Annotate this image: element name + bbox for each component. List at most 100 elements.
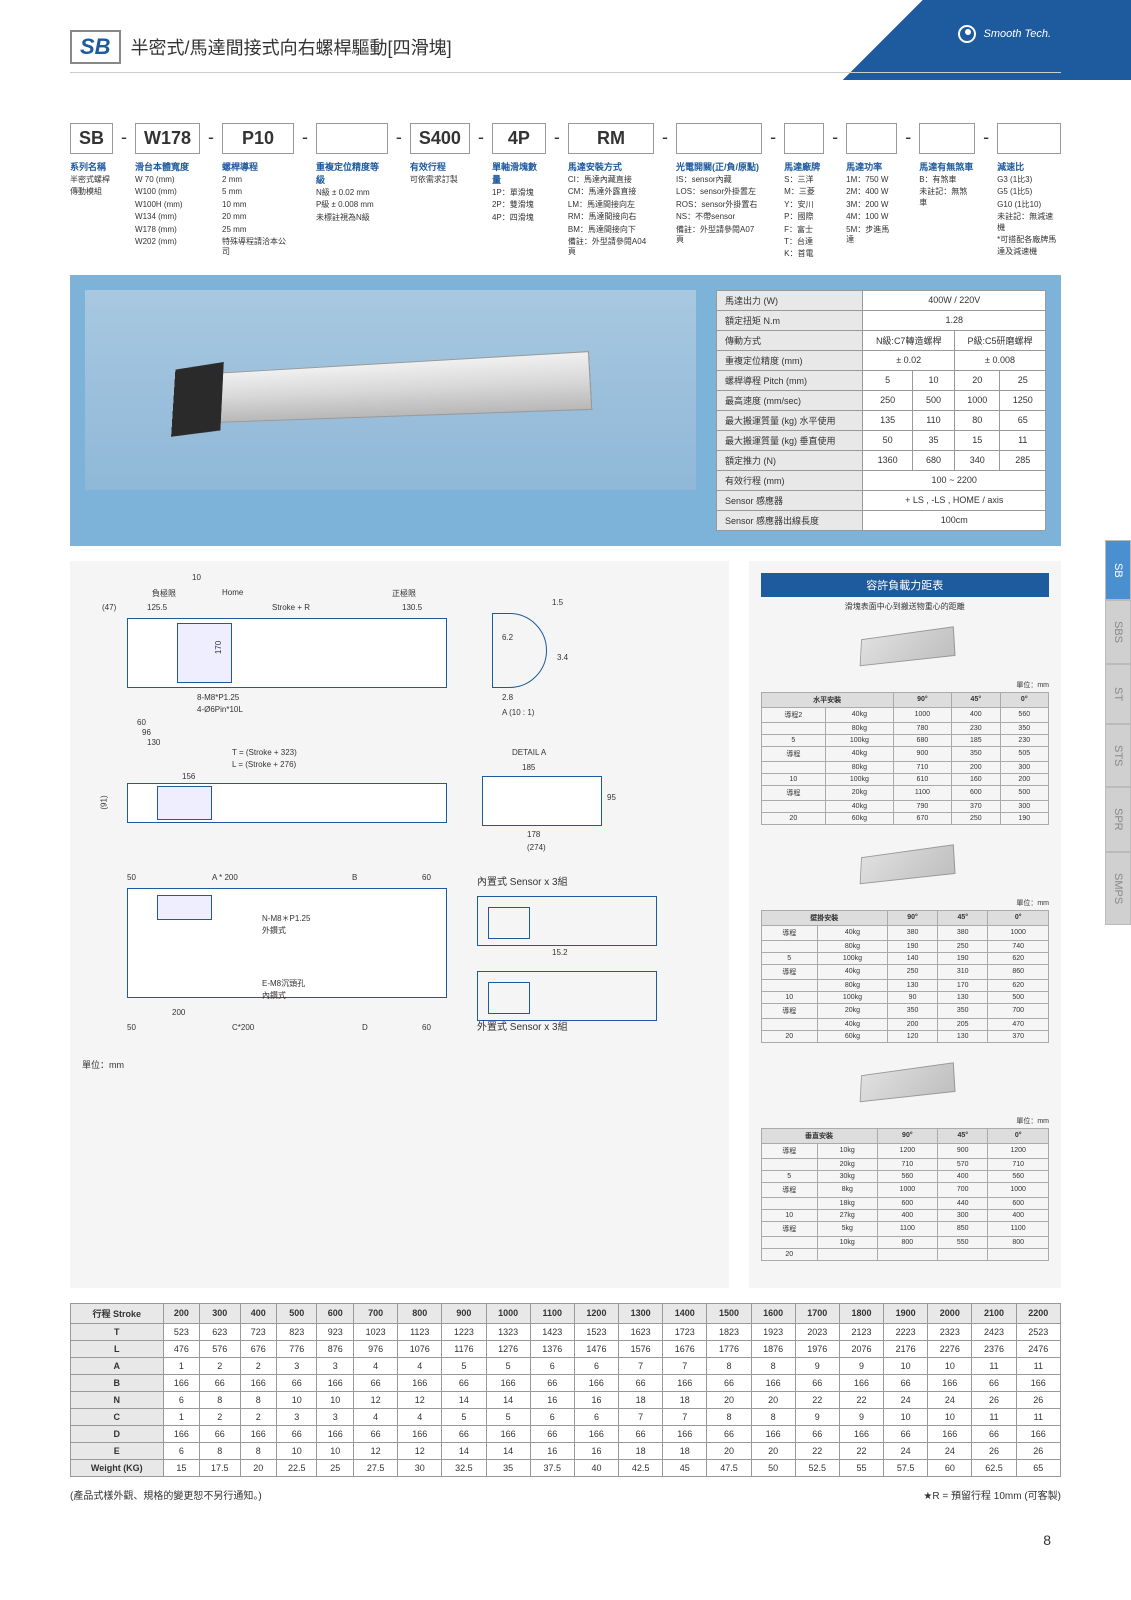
pn-item: 傳動模組 bbox=[70, 187, 113, 197]
product-section: 馬達出力 (W)400W / 220V額定扭矩 N.m1.28傳動方式N級:C7… bbox=[70, 275, 1061, 546]
sensor-out-label: 外置式 Sensor x 3組 bbox=[477, 1018, 568, 1033]
dim: 125.5 bbox=[147, 603, 167, 612]
spec-table: 馬達出力 (W)400W / 220V額定扭矩 N.m1.28傳動方式N級:C7… bbox=[716, 290, 1046, 531]
page-title: 半密式/馬達間接式向右螺桿驅動[四滑塊] bbox=[131, 34, 452, 60]
detail-a bbox=[482, 776, 602, 826]
pn-item: B：有煞車 bbox=[919, 175, 975, 185]
pn-segment bbox=[676, 123, 762, 154]
footer-right: ★R = 預留行程 10mm (可客製) bbox=[923, 1487, 1061, 1502]
pn-label: 單軸滑塊數量 bbox=[492, 160, 546, 186]
sensor-in-label: 內置式 Sensor x 3組 bbox=[477, 873, 568, 888]
dim: 60 bbox=[137, 718, 146, 727]
pn-item: 達及減速機 bbox=[997, 247, 1061, 257]
dim: 170 bbox=[214, 641, 223, 654]
part-number-builder: SB系列名稱半密式螺桿傳動模組-W178滑台本體寬度W 70 (mm)W100 … bbox=[70, 123, 1061, 260]
pn-label: 馬達安裝方式 bbox=[568, 160, 654, 173]
product-image bbox=[85, 290, 696, 490]
dim: 15.2 bbox=[552, 948, 568, 957]
pn-item: 2M：400 W bbox=[846, 187, 897, 197]
dim: (91) bbox=[100, 795, 109, 809]
pn-item: *可搭配各廠牌馬 bbox=[997, 235, 1061, 245]
pn-item: ROS：sensor外掛置右 bbox=[676, 200, 762, 210]
dim: 50 bbox=[127, 873, 136, 882]
dim: 200 bbox=[172, 1008, 185, 1017]
pn-item: N級 ± 0.02 mm bbox=[316, 188, 388, 198]
dim: 60 bbox=[422, 873, 431, 882]
pn-label: 有效行程 bbox=[410, 160, 470, 173]
pn-item: F：富士 bbox=[784, 225, 824, 235]
pn-segment: S400 bbox=[410, 123, 470, 154]
pn-item: 未註記：無減速機 bbox=[997, 212, 1061, 233]
series-badge: SB bbox=[70, 30, 121, 64]
pn-segment: W178 bbox=[135, 123, 200, 154]
pn-label: 馬達功率 bbox=[846, 160, 897, 173]
dim: (274) bbox=[527, 843, 546, 852]
dim: 4-Ø6Pin*10L bbox=[197, 705, 243, 714]
pn-item: 備註：外型請參閱A07頁 bbox=[676, 225, 762, 246]
title-bar: SB 半密式/馬達間接式向右螺桿驅動[四滑塊] bbox=[70, 30, 1061, 73]
pn-item: T：台達 bbox=[784, 237, 824, 247]
drawings-section: 10 負極限 Home 正極限 (47) 125.5 Stroke + R 13… bbox=[70, 561, 1061, 1288]
pn-item: W100 (mm) bbox=[135, 187, 200, 197]
pn-item: G10 (1比10) bbox=[997, 200, 1061, 210]
dwg-slider2 bbox=[157, 786, 212, 820]
pn-item: Y：安川 bbox=[784, 200, 824, 210]
dim: DETAIL A bbox=[512, 748, 546, 757]
dwg-slider3 bbox=[157, 895, 212, 920]
pn-label: 光電開關(正/負/原點) bbox=[676, 160, 762, 173]
load-title: 容許負載力距表 bbox=[761, 573, 1049, 597]
dim: C*200 bbox=[232, 1023, 254, 1032]
sensor-out-dwg bbox=[477, 971, 657, 1021]
pn-item: 備註：外型請參閱A04頁 bbox=[568, 237, 654, 258]
pn-item: 2P：雙滑塊 bbox=[492, 200, 546, 210]
dim: (47) bbox=[102, 603, 116, 612]
dim: 2.8 bbox=[502, 693, 513, 702]
load-table-horiz: 水平安裝90°45°0°導程240kg100040056080kg7802303… bbox=[761, 692, 1049, 825]
dim: Home bbox=[222, 588, 243, 597]
dim: 3.4 bbox=[557, 653, 568, 662]
pn-item: 1P：單滑塊 bbox=[492, 188, 546, 198]
dim: 8-M8*P1.25 bbox=[197, 693, 239, 702]
pn-segment: SB bbox=[70, 123, 113, 154]
dim: 1.5 bbox=[552, 598, 563, 607]
dim: E-M8沉頭孔 bbox=[262, 978, 305, 989]
dim: 96 bbox=[142, 728, 151, 737]
pn-item: 25 mm bbox=[222, 225, 294, 235]
pn-segment: 4P bbox=[492, 123, 546, 154]
dim: D bbox=[362, 1023, 368, 1032]
dim: 6.2 bbox=[502, 633, 513, 642]
footer-notes: (產品式樣外觀、規格的變更恕不另行通知。) ★R = 預留行程 10mm (可客… bbox=[70, 1487, 1061, 1502]
dim: Stroke + R bbox=[272, 603, 310, 612]
pn-segment bbox=[784, 123, 824, 154]
dim: T = (Stroke + 323) bbox=[232, 748, 297, 757]
pn-item: P級 ± 0.008 mm bbox=[316, 200, 388, 210]
pn-label: 螺桿導程 bbox=[222, 160, 294, 173]
pn-item: W 70 (mm) bbox=[135, 175, 200, 185]
pn-item: LOS：sensor外掛置左 bbox=[676, 187, 762, 197]
pn-item: IS：sensor內藏 bbox=[676, 175, 762, 185]
dim: 內鑽式 bbox=[262, 990, 286, 1001]
stroke-table: 行程 Stroke2003004005006007008009001000110… bbox=[70, 1303, 1061, 1477]
actuator-render bbox=[219, 351, 591, 423]
pn-item: G5 (1比5) bbox=[997, 187, 1061, 197]
detail-profile bbox=[492, 613, 547, 688]
pn-item: 1M：750 W bbox=[846, 175, 897, 185]
dwg-body bbox=[127, 618, 447, 688]
pn-item: G3 (1比3) bbox=[997, 175, 1061, 185]
technical-drawings: 10 負極限 Home 正極限 (47) 125.5 Stroke + R 13… bbox=[70, 561, 729, 1288]
dim: 50 bbox=[127, 1023, 136, 1032]
pn-item: CM：馬達外露直接 bbox=[568, 187, 654, 197]
dim: 負極限 bbox=[152, 588, 176, 599]
pn-item: W100H (mm) bbox=[135, 200, 200, 210]
dim: 外鑽式 bbox=[262, 925, 286, 936]
load-capacity-panel: 容許負載力距表 滑塊表面中心到搬送物重心的距離 單位：mm水平安裝90°45°0… bbox=[749, 561, 1061, 1288]
footer-left: (產品式樣外觀、規格的變更恕不另行通知。) bbox=[70, 1487, 262, 1502]
brand-text: Smooth Tech. bbox=[984, 28, 1051, 40]
dim: 130 bbox=[147, 738, 160, 747]
dim: 60 bbox=[422, 1023, 431, 1032]
pn-segment bbox=[846, 123, 897, 154]
pn-item: 未註記：無煞車 bbox=[919, 187, 975, 208]
logo-icon bbox=[958, 25, 976, 43]
dim: 156 bbox=[182, 772, 195, 781]
page-number: 8 bbox=[70, 1532, 1061, 1548]
